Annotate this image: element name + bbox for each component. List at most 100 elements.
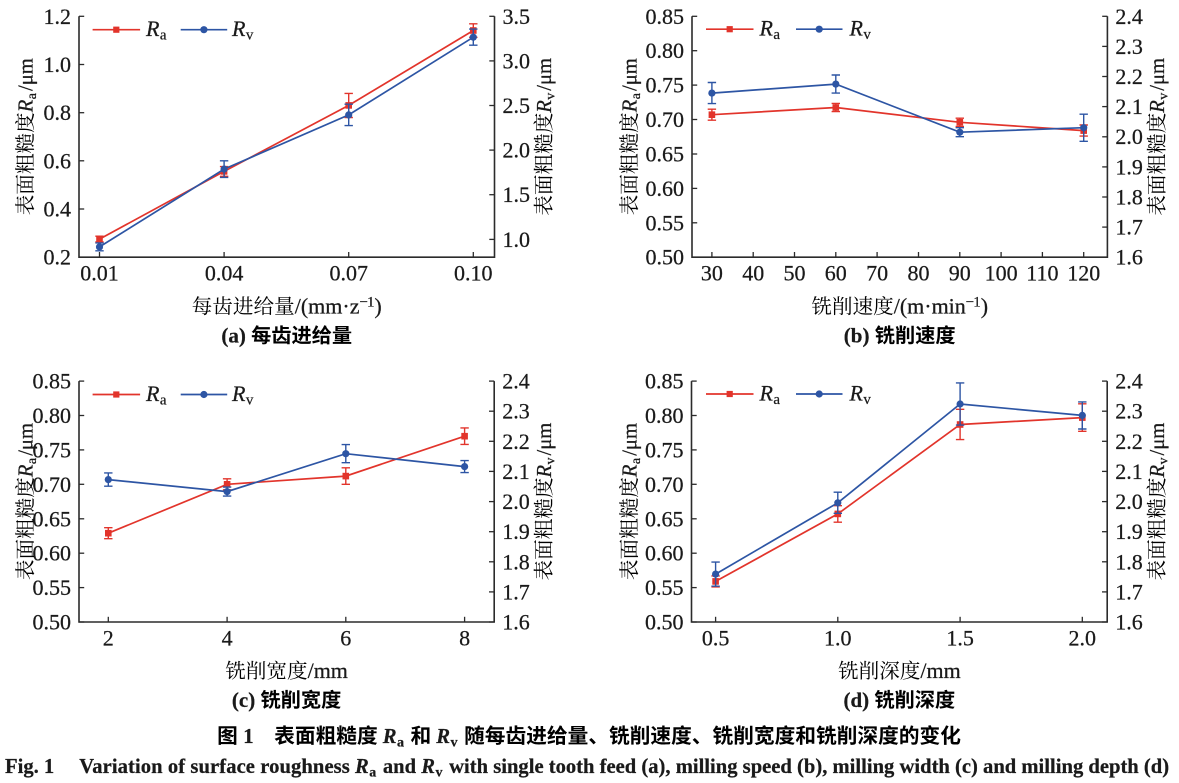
svg-text:Fig. 1: Fig. 1: [5, 756, 54, 778]
svg-text:0.85: 0.85: [646, 4, 685, 29]
svg-text:R: R: [16, 464, 38, 478]
svg-text:v: v: [246, 28, 254, 44]
svg-text:2.2: 2.2: [1115, 429, 1143, 454]
svg-text:2.0: 2.0: [503, 138, 531, 163]
svg-text:0.70: 0.70: [33, 472, 72, 497]
svg-text:2.5: 2.5: [503, 93, 531, 118]
svg-text:v: v: [1157, 458, 1172, 465]
svg-text:2.0: 2.0: [502, 489, 530, 514]
svg-text:0.8: 0.8: [44, 100, 72, 125]
svg-text:v: v: [1157, 93, 1172, 100]
svg-text:R: R: [435, 726, 450, 748]
svg-text:v: v: [451, 735, 459, 751]
svg-text:/(m·min: /(m·min: [894, 294, 966, 319]
svg-text:0.60: 0.60: [646, 176, 685, 201]
svg-text:v: v: [544, 93, 559, 100]
svg-text:0.65: 0.65: [33, 506, 72, 531]
svg-text:0.07: 0.07: [329, 261, 368, 286]
svg-text:/(mm·z: /(mm·z: [295, 294, 360, 319]
svg-text:2.0: 2.0: [1115, 489, 1143, 514]
svg-text:80: 80: [908, 261, 930, 286]
svg-text:0.80: 0.80: [646, 38, 685, 63]
svg-text:0.50: 0.50: [646, 245, 685, 270]
svg-text:R: R: [759, 381, 774, 406]
svg-text:/μm: /μm: [620, 58, 642, 91]
svg-text:0.75: 0.75: [645, 437, 684, 462]
svg-text:40: 40: [742, 261, 764, 286]
svg-text:1.8: 1.8: [502, 549, 530, 574]
svg-text:1.0: 1.0: [44, 52, 72, 77]
svg-text:with single tooth feed (a), mi: with single tooth feed (a), milling spee…: [444, 756, 1169, 778]
svg-text:v: v: [863, 392, 871, 408]
svg-text:0.65: 0.65: [645, 506, 684, 531]
svg-text:0.65: 0.65: [646, 142, 685, 167]
svg-text:1.2: 1.2: [44, 4, 72, 29]
svg-text:1.6: 1.6: [1115, 245, 1143, 270]
svg-text:0.55: 0.55: [33, 575, 72, 600]
svg-text:a: a: [629, 92, 644, 99]
svg-text:1.9: 1.9: [1115, 519, 1143, 544]
svg-text:R: R: [145, 381, 160, 406]
svg-text:R: R: [534, 100, 556, 114]
svg-text:0.70: 0.70: [646, 107, 685, 132]
svg-text:/mm: /mm: [308, 658, 348, 683]
svg-text:120: 120: [1067, 261, 1100, 286]
svg-text:2.4: 2.4: [1115, 369, 1143, 394]
svg-text:1.9: 1.9: [1115, 154, 1143, 179]
svg-text:a: a: [397, 735, 404, 751]
svg-text:1.0: 1.0: [503, 227, 531, 252]
svg-text:a: a: [773, 27, 780, 43]
svg-text:R: R: [16, 99, 38, 113]
svg-text:R: R: [231, 381, 246, 406]
svg-text:/μm: /μm: [534, 58, 556, 91]
svg-text:8: 8: [459, 626, 470, 651]
svg-text:/μm: /μm: [16, 423, 38, 456]
svg-text:1.5: 1.5: [503, 182, 531, 207]
svg-text:): ): [981, 294, 988, 319]
svg-text:R: R: [759, 16, 774, 41]
svg-text:a: a: [25, 457, 40, 464]
svg-text:(c): (c): [232, 688, 261, 712]
svg-text:(b): (b): [844, 324, 875, 348]
svg-text:0.85: 0.85: [645, 369, 684, 394]
svg-text:a: a: [773, 392, 780, 408]
svg-text:v: v: [436, 766, 443, 781]
svg-text:0.2: 0.2: [44, 245, 72, 270]
svg-text:110: 110: [1026, 261, 1058, 286]
svg-text:0.75: 0.75: [646, 73, 685, 98]
svg-text:R: R: [420, 756, 435, 778]
svg-text:2: 2: [103, 626, 114, 651]
svg-text:1.9: 1.9: [502, 519, 530, 544]
svg-text:0.80: 0.80: [645, 403, 684, 428]
svg-text:0.60: 0.60: [645, 541, 684, 566]
svg-text:1.7: 1.7: [1115, 215, 1143, 240]
svg-text:R: R: [382, 726, 397, 748]
svg-text:0.55: 0.55: [645, 575, 684, 600]
svg-text:1.7: 1.7: [502, 579, 530, 604]
svg-text:R: R: [1147, 100, 1169, 114]
svg-text:0.85: 0.85: [33, 369, 72, 394]
svg-text:v: v: [544, 458, 559, 465]
svg-text:/μm: /μm: [534, 423, 556, 456]
svg-text:v: v: [246, 393, 254, 409]
svg-text:0.75: 0.75: [33, 437, 72, 462]
svg-text:50: 50: [784, 261, 806, 286]
svg-text:0.80: 0.80: [33, 403, 72, 428]
svg-text:): ): [374, 294, 381, 319]
svg-text:a: a: [25, 92, 40, 99]
svg-text:v: v: [863, 27, 871, 43]
svg-text:2.1: 2.1: [1115, 459, 1143, 484]
svg-text:a: a: [629, 457, 644, 464]
svg-text:100: 100: [985, 261, 1018, 286]
svg-text:2.0: 2.0: [1069, 626, 1097, 651]
svg-text:90: 90: [949, 261, 971, 286]
svg-text:0.10: 0.10: [454, 261, 493, 286]
svg-text:a: a: [160, 393, 167, 409]
svg-text:/mm: /mm: [920, 658, 960, 683]
svg-text:R: R: [849, 16, 864, 41]
svg-text:/μm: /μm: [16, 58, 38, 91]
svg-text:2.0: 2.0: [1115, 124, 1143, 149]
svg-text:0.6: 0.6: [44, 148, 72, 173]
svg-text:(a): (a): [221, 324, 251, 348]
svg-text:1.0: 1.0: [824, 626, 852, 651]
